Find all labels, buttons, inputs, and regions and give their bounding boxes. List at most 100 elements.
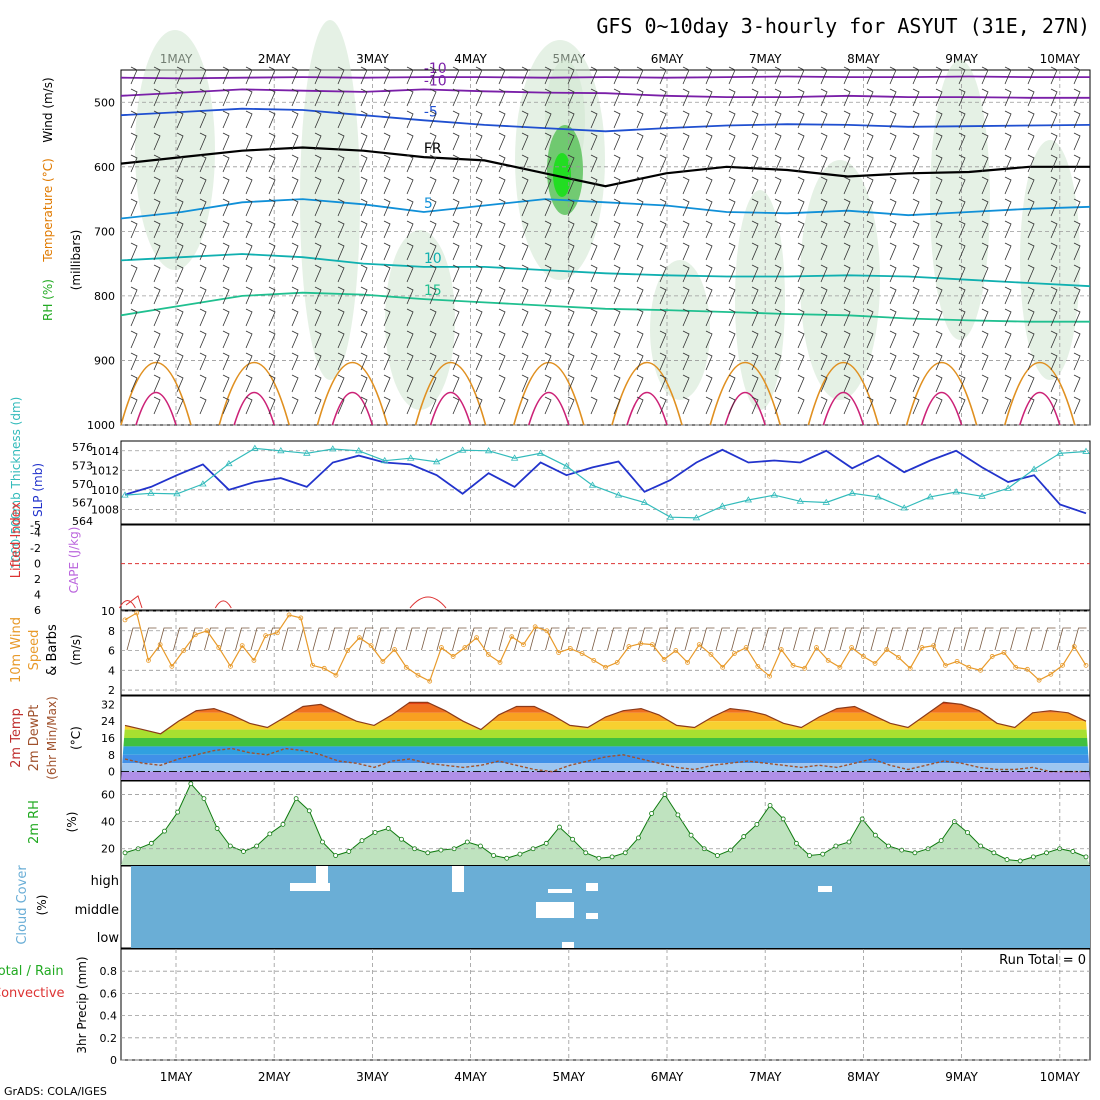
wind-barb: [774, 264, 782, 283]
temp-tick-label: 32: [101, 698, 115, 711]
wind-barb: [406, 198, 414, 217]
temp-band: [121, 738, 1090, 747]
wind-barb: [314, 154, 322, 173]
wind-barb: [314, 220, 322, 239]
wind-barb: [383, 264, 391, 283]
wind-barb: [337, 198, 345, 217]
wind-barb: [153, 330, 161, 349]
wind-barb: [153, 132, 161, 151]
wind-barb: [889, 176, 897, 195]
wind-barb: [544, 242, 552, 261]
wind-barb: [222, 330, 230, 349]
wind-barb: [222, 242, 230, 261]
wind-barb: [590, 176, 598, 195]
axis-label: 10m Wind: [9, 617, 24, 683]
wind-barb: [659, 88, 667, 107]
wind-barb: [839, 627, 854, 651]
wind-barb: [337, 396, 345, 415]
wind-speed-point: [978, 667, 983, 673]
wind-barb: [958, 198, 966, 217]
wind-barb: [291, 220, 299, 239]
wind-barb: [820, 132, 828, 151]
wind-barb: [130, 374, 138, 393]
wind-barb: [222, 286, 230, 305]
thickness-point: [355, 447, 363, 454]
wind-barb: [728, 132, 736, 151]
rh-shading: [300, 20, 360, 380]
wind-barb: [1050, 66, 1058, 85]
wind-barb: [1050, 198, 1058, 217]
wind-barb: [958, 132, 966, 151]
wind-barb: [889, 286, 897, 305]
rh-point: [543, 840, 549, 846]
precip-tick-label: 0.8: [100, 965, 118, 978]
wind-speed-point: [192, 632, 198, 638]
rh-point: [464, 839, 470, 845]
rh-point: [372, 830, 378, 835]
wind-barb: [613, 88, 621, 107]
wind-barb: [337, 132, 345, 151]
isotherm-label: FR: [424, 141, 442, 157]
wind-barb: [1073, 374, 1081, 393]
wind-barb: [1027, 198, 1035, 217]
wind-barb: [429, 154, 437, 173]
wind-barb: [452, 330, 460, 349]
wind-barb: [130, 198, 138, 217]
cloud-fill: [131, 866, 1090, 948]
axis-label: 2m DewPt: [27, 705, 42, 772]
wind-barb: [590, 308, 598, 327]
thickness-point: [173, 490, 181, 497]
wind-barb: [636, 88, 644, 107]
wind-barb: [912, 308, 920, 327]
wind-barb: [544, 176, 552, 195]
isotherm-line: [429, 391, 472, 426]
wind-barb: [291, 110, 299, 129]
cloud-gap: [290, 883, 330, 891]
thickness-line: [124, 447, 1087, 519]
wind-barb: [498, 286, 506, 305]
wind-barb: [682, 198, 690, 217]
wind-barb: [337, 330, 345, 349]
wind-barb: [245, 66, 253, 85]
wind-barb: [866, 264, 874, 283]
wind-barb: [544, 66, 552, 85]
rh-point: [504, 855, 510, 861]
wind-barb: [751, 286, 759, 305]
wind-barb: [291, 88, 299, 107]
wind-speed-point: [1071, 644, 1077, 649]
temp-line: [124, 701, 1087, 735]
wind-barb: [843, 374, 851, 393]
wind-barb: [1004, 352, 1012, 371]
wind-barb: [659, 330, 667, 349]
wind-barb: [1050, 220, 1058, 239]
thickness-point: [1030, 465, 1038, 472]
wind-barb: [590, 220, 598, 239]
wind-barb: [912, 264, 920, 283]
wind-barb: [406, 132, 414, 151]
axis-label: & Barbs: [45, 624, 60, 676]
wind-barb: [774, 176, 782, 195]
wind-barb: [793, 627, 808, 651]
wind-barb: [176, 308, 184, 327]
wind-barb: [452, 176, 460, 195]
wind-barb: [613, 132, 621, 151]
rh-point: [122, 850, 128, 856]
wind-barb: [452, 220, 460, 239]
wind-barb: [889, 264, 897, 283]
wind-barb: [636, 66, 644, 85]
wind-barb: [173, 627, 188, 651]
wind-barb: [199, 352, 207, 371]
wind-barb: [199, 374, 207, 393]
wind-barb: [751, 330, 759, 349]
wind-barb: [268, 176, 276, 195]
wind-barb: [130, 264, 138, 283]
thickness-slp-panel: [120, 440, 1091, 525]
wind-barb: [1073, 286, 1081, 305]
wind-speed-point: [345, 648, 351, 653]
wind-barb: [889, 154, 897, 173]
wind-barb: [1050, 154, 1058, 173]
rh-point: [780, 816, 786, 822]
wind-barb: [797, 374, 805, 393]
isotherm-line: [120, 253, 1091, 288]
wind-barb: [981, 352, 989, 371]
